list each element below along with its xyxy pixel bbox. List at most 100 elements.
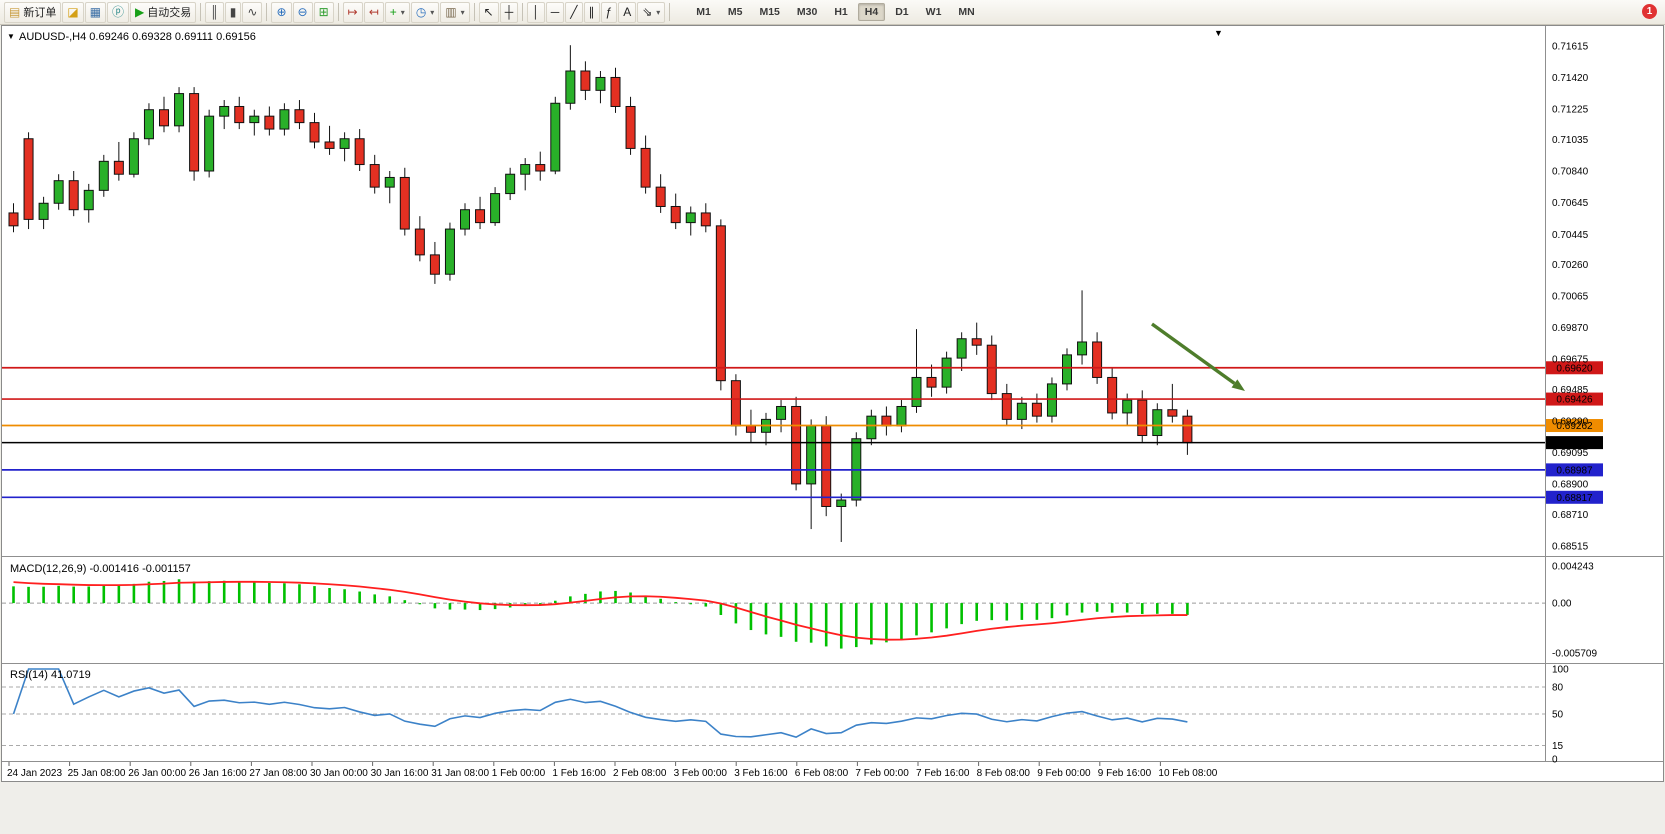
horizontal-line-button[interactable]: ─ [545, 1, 565, 23]
candle-up [505, 173, 516, 195]
candle-down [189, 93, 200, 172]
timeframe-w1-button[interactable]: W1 [925, 6, 942, 18]
price-label-box [1546, 490, 1603, 504]
indicators-button[interactable]: + ▾ [384, 1, 410, 23]
candlestick-chart-button[interactable]: ▮ [224, 1, 242, 23]
bar-chart-icon: ║ [210, 5, 219, 19]
market-watch-button[interactable]: ⓟ [107, 1, 130, 23]
time-axis-label: 30 Jan 00:00 [310, 768, 368, 779]
price-axis-label: 0.68710 [1552, 510, 1589, 521]
candle-up [143, 109, 154, 140]
candle-down [294, 109, 305, 124]
charts-profile-button[interactable]: ◪ [62, 1, 84, 23]
candles-layer [8, 45, 1193, 542]
macd-scale-label: 0.004243 [1552, 562, 1594, 573]
macd-signal-line [13, 580, 1188, 641]
candle-down [475, 209, 486, 224]
periods-button[interactable]: ◷ ▾ [410, 1, 440, 23]
timeframe-m5-button[interactable]: M5 [727, 6, 743, 18]
chart-canvas[interactable]: 0.69620 0.69426 0.69262 0.69156 0.68987 0.688… [2, 26, 1663, 781]
time-axis-label: 3 Feb 16:00 [734, 768, 788, 779]
axes-layer: 0.71615 0.71420 0.71225 0.71035 0.70840 0.706… [2, 26, 1663, 779]
price-label-text: 0.68987 [1556, 465, 1593, 476]
candle-down [429, 254, 440, 275]
new-chart-button[interactable]: ▦ [84, 1, 107, 23]
price-axis-label: 0.70840 [1552, 167, 1589, 178]
timeframe-h4-button[interactable]: H4 [857, 3, 886, 21]
line-chart-button[interactable]: ∿ [242, 1, 263, 23]
candle-up [595, 76, 606, 91]
cursor-button[interactable]: ↖ [478, 1, 499, 23]
trend-arrow-head[interactable] [1231, 379, 1245, 391]
candle-up [911, 376, 922, 407]
auto-scroll-button[interactable]: ↦ [342, 1, 363, 23]
price-axis-label: 0.69870 [1552, 323, 1589, 334]
auto-trading-button[interactable]: ▶ 自动交易 [130, 1, 197, 23]
chart-header-label: AUDUSD-,H4 0.69246 0.69328 0.69111 0.691… [19, 31, 256, 43]
trend-arrow-line[interactable] [1151, 322, 1236, 385]
rsi-scale-label: 50 [1552, 710, 1564, 721]
timeframe-d1-button[interactable]: D1 [895, 6, 909, 18]
chart-window[interactable]: 0.69620 0.69426 0.69262 0.69156 0.68987 0.688… [1, 25, 1664, 782]
indicators-icon: + [389, 5, 397, 19]
notifications-badge[interactable]: 1 [1642, 4, 1657, 19]
zoom-out-button[interactable]: ⊖ [292, 1, 313, 23]
candle-down [535, 164, 546, 172]
templates-button[interactable]: ▥ ▾ [440, 1, 470, 23]
candle-up [83, 189, 94, 211]
text-button[interactable]: A [618, 1, 637, 23]
zoom-in-button[interactable]: ⊕ [271, 1, 292, 23]
chart-shift-button[interactable]: ↤ [363, 1, 384, 23]
candle-up [565, 70, 576, 104]
timeframe-m15-button[interactable]: M15 [759, 6, 780, 18]
trendline-button[interactable]: ╱ [565, 1, 583, 23]
time-axis-label: 26 Jan 16:00 [189, 768, 247, 779]
time-axis-label: 7 Feb 00:00 [855, 768, 909, 779]
channel-button[interactable]: ∥ [583, 1, 600, 23]
candle-up [53, 180, 64, 204]
candle-up [490, 193, 501, 224]
timeframe-h1-button[interactable]: H1 [834, 6, 848, 18]
candle-up [219, 105, 230, 117]
candle-down [1167, 409, 1178, 417]
chevron-down-icon: ▾ [400, 7, 405, 17]
crosshair-button[interactable]: ┼ [499, 1, 519, 23]
price-axis-label: 0.69290 [1552, 417, 1589, 428]
candle-down [264, 115, 275, 130]
chart-scroll-marker-icon[interactable]: ▼ [1214, 28, 1223, 38]
candle-down [8, 212, 19, 227]
hlines-layer: 0.69620 0.69426 0.69262 0.69156 0.68987 0.688… [2, 361, 1603, 504]
symbol-marker-icon[interactable]: ▼ [7, 32, 15, 41]
candle-up [896, 405, 907, 427]
timeframe-m1-button[interactable]: M1 [696, 6, 711, 18]
rsi-scale-label: 100 [1552, 665, 1569, 676]
candle-up [174, 93, 185, 127]
vertical-line-button[interactable]: │ [527, 1, 545, 23]
candle-down [1092, 341, 1103, 378]
candle-down [159, 109, 169, 127]
price-axis-label: 0.69095 [1552, 448, 1589, 459]
chart-shift-icon: ↤ [368, 5, 379, 19]
price-label-text: 0.69426 [1556, 395, 1593, 406]
macd-scale-label: -0.005709 [1552, 649, 1597, 660]
arrows-button[interactable]: ⇘ ▾ [637, 1, 666, 23]
chevron-down-icon: ▾ [430, 7, 435, 17]
candle-up [520, 164, 531, 175]
time-axis-label: 31 Jan 08:00 [431, 768, 489, 779]
candle-down [234, 105, 245, 124]
new-order-button[interactable]: ▤ 新订单 [4, 1, 62, 23]
market-watch-icon: ⓟ [112, 5, 125, 19]
candle-down [655, 186, 666, 207]
price-label-text: 0.68817 [1556, 493, 1593, 504]
toolbar-separator [669, 3, 671, 21]
time-axis-label: 8 Feb 08:00 [977, 768, 1031, 779]
timeframe-mn-button[interactable]: MN [958, 6, 975, 18]
candle-down [821, 425, 832, 507]
timeframe-m30-button[interactable]: M30 [796, 6, 818, 18]
price-axis-label: 0.70645 [1552, 198, 1589, 209]
price-axis-label: 0.71420 [1552, 73, 1589, 84]
tile-windows-button[interactable]: ⊞ [313, 1, 334, 23]
rsi-scale-label: 80 [1552, 683, 1564, 694]
fibonacci-button[interactable]: ƒ [600, 1, 618, 23]
bar-chart-button[interactable]: ║ [205, 1, 224, 23]
